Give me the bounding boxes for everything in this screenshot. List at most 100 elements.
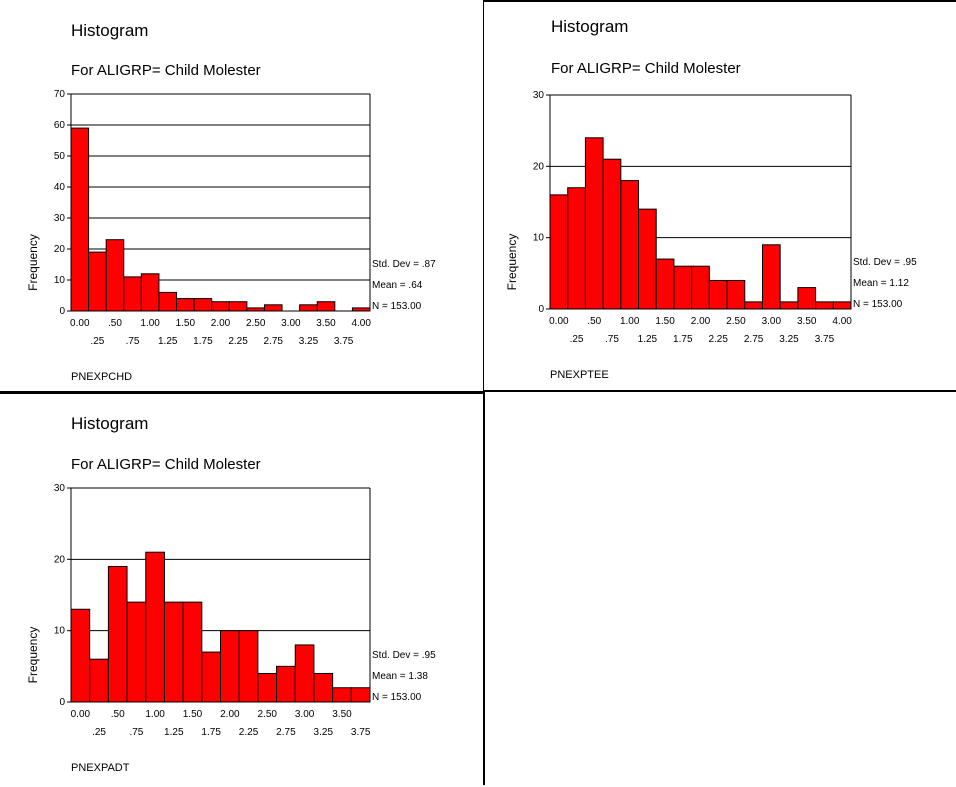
x-tick-label: 2.25 — [708, 334, 728, 345]
histogram-bar — [70, 608, 91, 703]
x-tick-label: 4.00 — [832, 316, 852, 327]
x-tick-label: 2.25 — [228, 336, 248, 347]
x-tick-label: .75 — [126, 336, 140, 347]
x-tick-label: 3.50 — [797, 316, 817, 327]
x-tick-label: 2.50 — [726, 316, 746, 327]
histogram-bar — [294, 644, 315, 703]
histogram-bar — [140, 273, 160, 312]
y-axis-label: Frequency — [26, 627, 40, 684]
chart-subtitle: For ALIGRP= Child Molester — [551, 60, 741, 77]
x-tick-label: 1.00 — [145, 709, 165, 720]
x-tick-label: 3.25 — [299, 336, 319, 347]
x-tick-label: 1.25 — [638, 334, 658, 345]
x-tick-label: 4.00 — [351, 318, 371, 329]
x-tick-label: 3.50 — [332, 709, 352, 720]
histogram-bar — [620, 180, 640, 310]
histogram-bar — [638, 208, 657, 310]
histogram-bar — [70, 127, 90, 312]
x-tick-label: .75 — [129, 727, 143, 738]
histogram-panel-pnexptee: Histogram For ALIGRP= Child Molester 0 10… — [484, 0, 956, 392]
x-tick-label: 3.25 — [779, 334, 799, 345]
histogram-bar — [105, 239, 125, 312]
y-tick-label: 20 — [54, 554, 66, 565]
histogram-bar — [163, 601, 184, 703]
x-tick-label: 2.00 — [220, 709, 240, 720]
x-tick-label: 1.00 — [620, 316, 640, 327]
histogram-chart-pnexpchd: 0 10 20 30 40 50 60 70 0.00 .50 1.00 1.50 2.00 2.50 3.… — [26, 89, 436, 383]
x-tick-label: .25 — [90, 336, 104, 347]
histogram-bar — [673, 265, 693, 310]
stats-label: N = 153.00 — [853, 299, 903, 310]
histogram-bar — [691, 265, 710, 310]
histogram-bar — [276, 665, 296, 703]
histogram-bar — [779, 301, 799, 310]
histogram-bar — [602, 158, 622, 310]
x-tick-label: 2.50 — [246, 318, 266, 329]
x-tick-label: 2.50 — [257, 709, 277, 720]
x-tick-label: .25 — [570, 334, 584, 345]
chart-title: Histogram — [71, 21, 149, 40]
stats-label: N = 153.00 — [372, 301, 422, 312]
y-tick-label: 20 — [54, 244, 66, 255]
y-tick-label: 20 — [533, 161, 545, 172]
stats-label: N = 153.00 — [372, 692, 422, 703]
chart-title: Histogram — [551, 17, 629, 36]
histogram-bar — [238, 630, 259, 703]
histogram-bar — [257, 672, 278, 703]
chart-title: Histogram — [71, 414, 149, 433]
histogram-bar — [549, 194, 569, 310]
y-axis-label: Frequency — [505, 234, 519, 291]
x-tick-label: 3.00 — [762, 316, 782, 327]
histogram-bar — [726, 279, 746, 310]
x-tick-label: 3.75 — [334, 336, 354, 347]
y-tick-label: 30 — [533, 90, 545, 101]
stats-label: Std. Dev = .87 — [372, 259, 436, 270]
x-axis-label: PNEXPADT — [71, 762, 130, 774]
histogram-bar — [126, 601, 147, 703]
histogram-bar — [815, 301, 834, 310]
x-tick-label: 1.75 — [201, 727, 221, 738]
histogram-bar — [832, 301, 852, 310]
stats-label: Mean = .64 — [372, 280, 423, 291]
x-tick-label: 1.25 — [158, 336, 178, 347]
y-axis-label: Frequency — [26, 234, 40, 291]
x-tick-label: 1.50 — [183, 709, 203, 720]
histogram-bar — [123, 276, 142, 312]
x-tick-label: 3.00 — [295, 709, 315, 720]
y-tick-label: 0 — [59, 306, 65, 317]
x-tick-label: 3.00 — [281, 318, 301, 329]
x-tick-label: 2.00 — [211, 318, 231, 329]
histogram-bar — [761, 244, 781, 310]
histogram-bar — [176, 298, 195, 312]
histogram-bar — [567, 187, 586, 310]
stats-label: Std. Dev = .95 — [372, 650, 436, 661]
y-tick-label: 0 — [59, 697, 65, 708]
histogram-bar — [584, 137, 604, 310]
histogram-bar — [107, 565, 128, 703]
stats-label: Std. Dev = .95 — [853, 257, 917, 268]
histogram-bar — [316, 301, 336, 312]
x-tick-label: 3.75 — [351, 727, 371, 738]
y-tick-label: 40 — [54, 182, 66, 193]
x-tick-label: 1.75 — [673, 334, 693, 345]
histogram-bar — [158, 291, 178, 312]
histogram-bar — [201, 651, 221, 703]
y-tick-label: 50 — [54, 151, 66, 162]
histogram-bar — [313, 672, 334, 703]
x-tick-label: 1.50 — [176, 318, 196, 329]
y-tick-label: 10 — [533, 233, 545, 244]
x-tick-label: 3.75 — [815, 334, 835, 345]
histogram-chart-pnexptee: 0 10 20 30 0.00 .50 1.00 1.50 2.00 2.50 3.00 3.50 4.… — [505, 90, 917, 381]
histogram-bar — [182, 601, 203, 703]
y-tick-label: 70 — [54, 89, 66, 100]
x-tick-label: 2.75 — [276, 727, 296, 738]
stats-label: Mean = 1.38 — [372, 671, 428, 682]
x-tick-label: .25 — [92, 727, 106, 738]
x-tick-label: .50 — [108, 318, 122, 329]
histogram-panel-pnexpadt: Histogram For ALIGRP= Child Molester 0 10… — [0, 392, 485, 785]
histogram-bar — [332, 687, 352, 703]
histogram-bar — [228, 301, 248, 312]
y-tick-label: 30 — [54, 483, 66, 494]
y-tick-label: 60 — [54, 120, 66, 131]
histogram-bar — [350, 687, 371, 703]
